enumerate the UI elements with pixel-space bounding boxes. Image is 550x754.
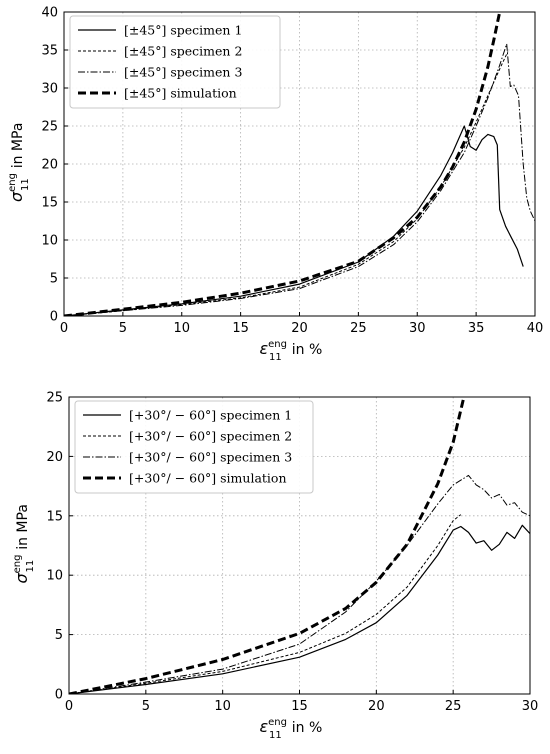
x-tick-label: 35 — [468, 321, 485, 336]
x-tick-label: 30 — [522, 699, 539, 714]
legend-entry: [+30°/ − 60°] simulation — [129, 471, 287, 486]
x-tick-label: 5 — [142, 699, 150, 714]
legend-entry: [±45°] specimen 3 — [124, 65, 242, 80]
legend-entry: [±45°] specimen 1 — [124, 23, 242, 38]
y-tick-label: 10 — [46, 569, 63, 584]
y-tick-label: 0 — [50, 310, 58, 325]
y-tick-label: 5 — [55, 628, 63, 643]
y-axis-label: σeng 11in MPa — [7, 123, 31, 202]
x-tick-label: 20 — [368, 699, 385, 714]
y-tick-label: 5 — [50, 272, 58, 287]
chart-2: 0 5 10 15 20 25 30 0 5 10 15 20 25 εeng 11 in % σeng 11in… — [12, 391, 538, 742]
y-tick-label: 25 — [46, 391, 63, 406]
x-axis-label: εeng 11 in % — [260, 717, 323, 741]
x-tick-label: 15 — [291, 699, 308, 714]
x-tick-label: 10 — [173, 321, 190, 336]
x-tick-label: 40 — [527, 321, 544, 336]
series-line-3 — [69, 474, 530, 694]
legend-entry: [+30°/ − 60°] specimen 1 — [129, 408, 292, 423]
chart-1: 0 5 10 15 20 25 30 35 40 0 5 10 15 20 25 30 35 40 εeng 11 in… — [7, 6, 543, 364]
legend-box — [69, 15, 281, 109]
x-tick-label: 25 — [445, 699, 462, 714]
series-line-1 — [69, 524, 530, 694]
legend-entry: [+30°/ − 60°] specimen 3 — [129, 450, 292, 465]
y-tick-label: 40 — [41, 6, 58, 21]
x-tick-label: 25 — [350, 321, 367, 336]
legend-box — [74, 400, 314, 494]
x-tick-label: 20 — [291, 321, 308, 336]
series-line-1 — [64, 125, 524, 316]
y-tick-label: 15 — [46, 509, 63, 524]
y-tick-label: 10 — [41, 234, 58, 249]
series-line-4 — [64, 12, 502, 316]
x-tick-label: 0 — [60, 321, 68, 336]
y-tick-label: 20 — [41, 158, 58, 173]
x-tick-label: 10 — [214, 699, 231, 714]
series-line-3 — [64, 43, 535, 316]
y-tick-label: 0 — [55, 688, 63, 703]
y-tick-label: 20 — [46, 450, 63, 465]
x-tick-label: 5 — [119, 321, 127, 336]
x-tick-label: 15 — [232, 321, 249, 336]
x-tick-label: 0 — [65, 699, 73, 714]
series-line-4 — [69, 397, 466, 694]
series-line-2 — [69, 514, 462, 694]
legend-entry: [±45°] specimen 2 — [124, 44, 242, 59]
y-tick-label: 30 — [41, 82, 58, 97]
y-tick-label: 15 — [41, 196, 58, 211]
x-tick-label: 30 — [409, 321, 426, 336]
y-tick-label: 25 — [41, 120, 58, 135]
legend-entry: [±45°] simulation — [124, 86, 237, 101]
series-line-2 — [64, 51, 509, 316]
y-axis-label: σeng 11in MPa — [12, 504, 36, 583]
x-axis-label: εeng 11 in % — [260, 339, 323, 363]
y-tick-label: 35 — [41, 44, 58, 59]
legend-entry: [+30°/ − 60°] specimen 2 — [129, 429, 292, 444]
